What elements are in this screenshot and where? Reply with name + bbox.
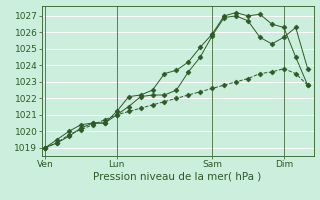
X-axis label: Pression niveau de la mer( hPa ): Pression niveau de la mer( hPa ) — [93, 172, 262, 182]
